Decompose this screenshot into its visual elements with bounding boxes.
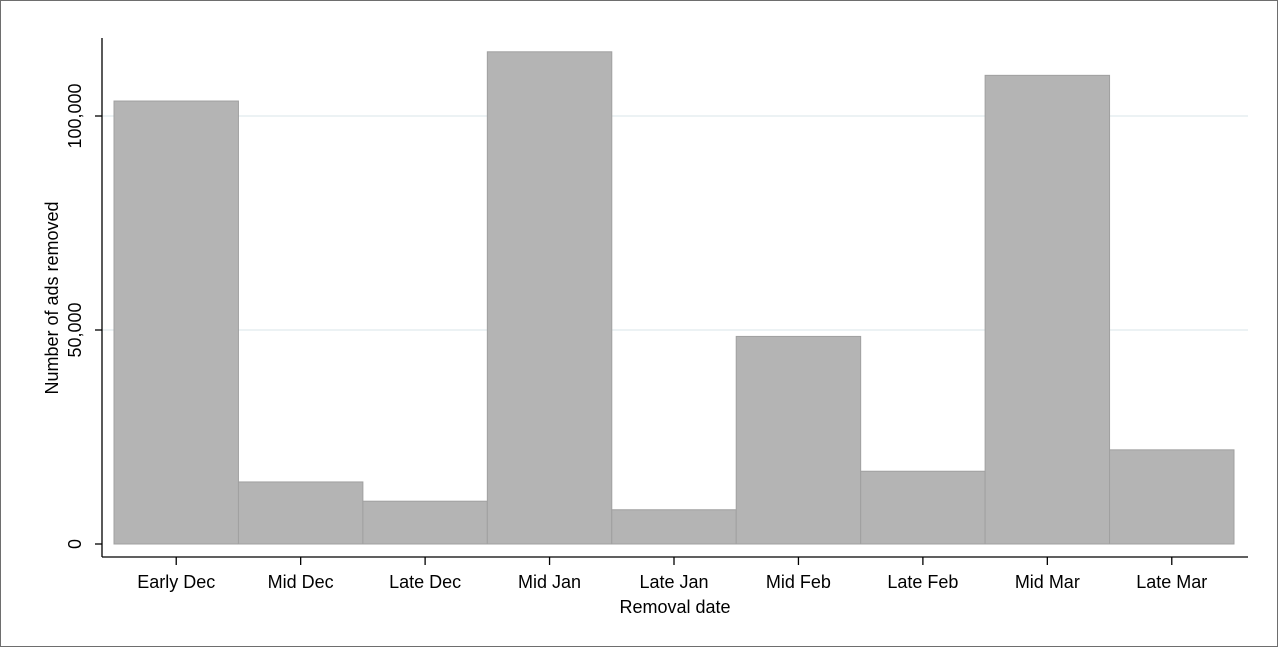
bar-late-dec: [362, 500, 488, 545]
x-tick-label: Mid Mar: [1015, 572, 1080, 592]
x-axis-title: Removal date: [619, 597, 730, 617]
bar-late-mar: [1109, 449, 1235, 545]
x-tick-label: Late Mar: [1136, 572, 1207, 592]
y-axis-title: Number of ads removed: [42, 201, 62, 394]
bars: [113, 51, 1235, 545]
bar-mid-dec: [237, 481, 364, 545]
x-tick-label: Mid Jan: [518, 572, 581, 592]
y-ticks: 0 50,000 100,000: [65, 83, 102, 549]
x-tick-label: Late Jan: [639, 572, 708, 592]
bar-early-dec: [113, 100, 239, 545]
bar-late-feb: [860, 470, 986, 545]
x-tick-label: Late Feb: [887, 572, 958, 592]
y-tick-label: 100,000: [65, 83, 85, 148]
axes: [101, 38, 1248, 558]
bar-mid-feb: [735, 335, 862, 545]
bar-mid-mar: [984, 74, 1111, 545]
x-tick-label: Mid Dec: [268, 572, 334, 592]
x-tick-label: Early Dec: [137, 572, 215, 592]
x-ticks: Early Dec Mid Dec Late Dec Mid Jan Late Jan M…: [137, 557, 1207, 592]
bar-mid-jan: [486, 51, 613, 545]
y-tick-label: 50,000: [65, 302, 85, 357]
x-tick-label: Mid Feb: [766, 572, 831, 592]
y-tick-label: 0: [65, 539, 85, 549]
x-tick-label: Late Dec: [389, 572, 461, 592]
bar-late-jan: [611, 509, 737, 545]
